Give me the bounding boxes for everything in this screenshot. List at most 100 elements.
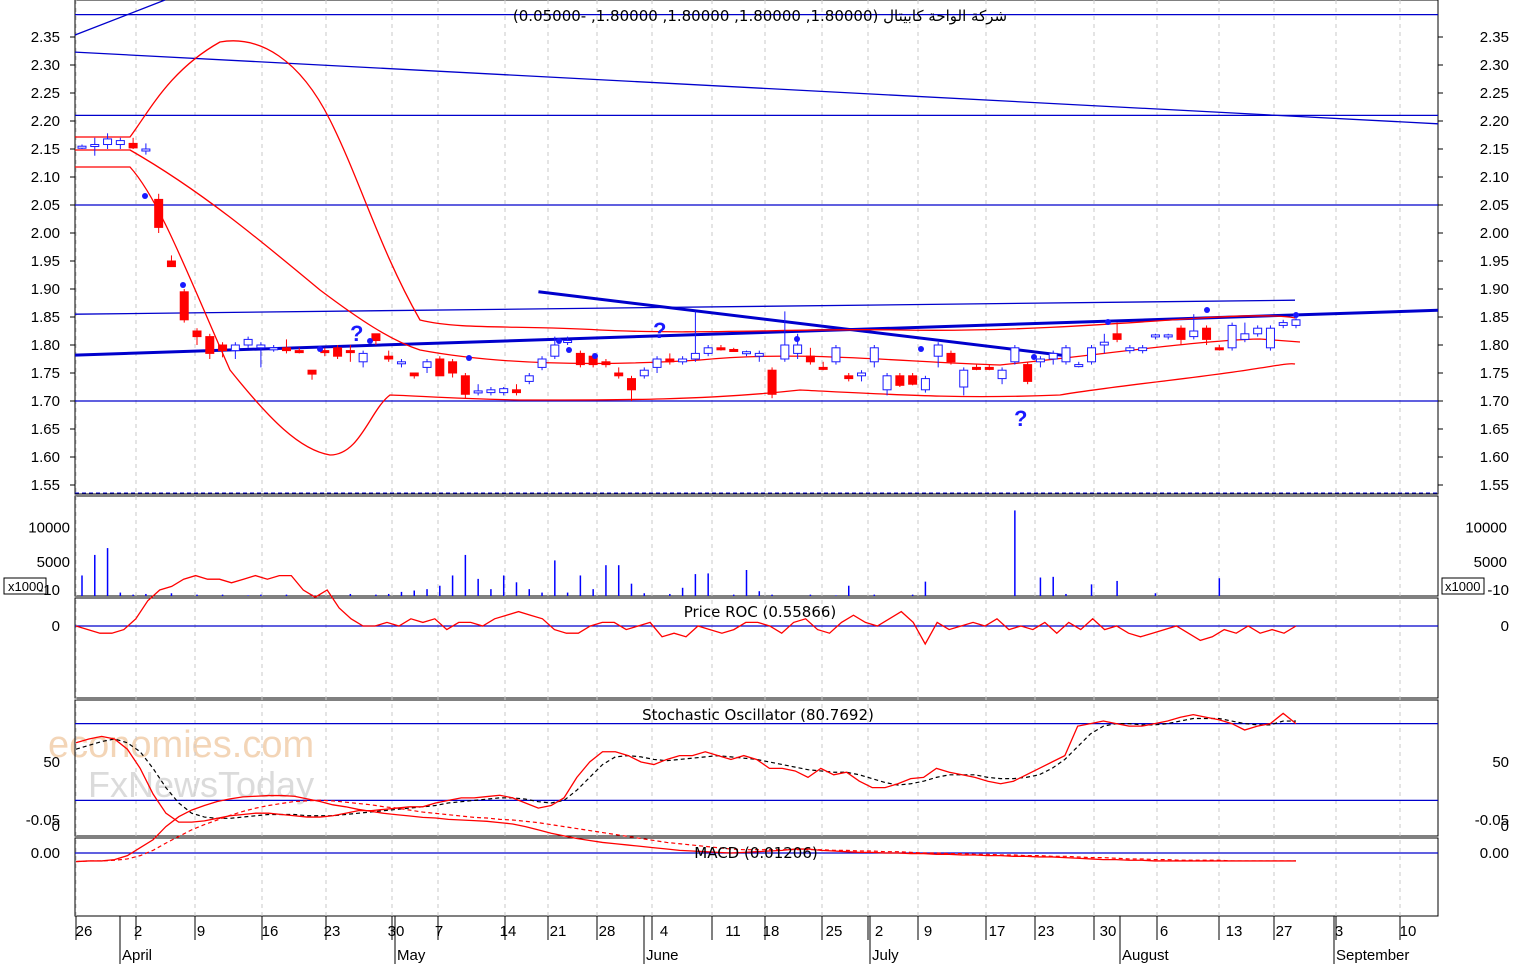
price-tick-right: 1.75 — [1480, 365, 1509, 382]
band-middle — [75, 149, 1301, 366]
candle — [1023, 361, 1033, 385]
candle — [179, 289, 189, 323]
candle — [103, 133, 113, 149]
candle — [665, 353, 675, 365]
candle — [780, 311, 790, 362]
x-day-label: 11 — [725, 923, 741, 940]
price-tick-left: 1.90 — [31, 281, 60, 298]
candle-body — [652, 358, 662, 368]
candle-body — [1099, 341, 1109, 346]
candle — [678, 356, 688, 365]
x-month-label: May — [397, 947, 426, 964]
candle-body — [166, 260, 176, 268]
candle-body — [882, 375, 892, 391]
candle — [115, 137, 125, 149]
candle-body — [1253, 327, 1263, 335]
candle — [396, 359, 406, 368]
candle-body — [230, 344, 240, 352]
candle — [333, 345, 343, 359]
candle — [537, 356, 547, 371]
candle — [269, 345, 279, 352]
price-tick-left: 2.15 — [31, 141, 60, 158]
price-tick-right: 1.60 — [1480, 449, 1509, 466]
candle-body — [128, 142, 138, 149]
candle — [256, 342, 266, 368]
candle-body — [665, 358, 675, 363]
candle-body — [307, 369, 317, 375]
price-tick-right: 1.65 — [1480, 421, 1509, 438]
question-marks: ? ? ? — [350, 318, 1027, 431]
panel-frame-stoch — [74, 699, 1439, 837]
price-tick-right: 2.35 — [1480, 29, 1509, 46]
candle — [141, 143, 151, 155]
panel-frame-roc — [74, 597, 1439, 699]
x-month-label: June — [646, 947, 679, 964]
price-tick-left: 1.55 — [31, 477, 60, 494]
candle-body — [358, 352, 368, 363]
candle — [345, 345, 355, 362]
candle — [1202, 325, 1212, 345]
candle — [1189, 314, 1199, 340]
candle-body — [639, 369, 649, 377]
candle-body — [1227, 324, 1237, 349]
candle — [499, 387, 509, 396]
candle — [882, 373, 892, 396]
candle — [805, 347, 815, 365]
x-day-label: 14 — [500, 923, 517, 940]
x-day-label: 3 — [1335, 923, 1343, 940]
x-month-label: July — [872, 947, 899, 964]
question-mark-3: ? — [1014, 406, 1027, 431]
candle-body — [1023, 364, 1033, 382]
candle — [435, 356, 445, 377]
price-tick-right: 2.30 — [1480, 57, 1509, 74]
candle-body — [678, 358, 688, 363]
candle — [1125, 345, 1135, 354]
x-day-label: 2 — [134, 923, 142, 940]
candle-body — [524, 375, 534, 382]
candle — [742, 350, 752, 357]
volume-unit-box-right — [1441, 577, 1485, 595]
macd-signal-line — [75, 799, 1296, 863]
stochastic-label: Stochastic Oscillator (80.7692) — [642, 706, 874, 724]
panel-frame-vol — [74, 495, 1439, 597]
signal-dot-12 — [1204, 307, 1210, 313]
price-tick-right: 1.55 — [1480, 477, 1509, 494]
signal-dot-8 — [794, 336, 800, 342]
axis-labels: 2.35 2.35 2.30 2.30 2.25 2.25 2.20 2.20 2.15 2.15… — [3, 29, 1509, 964]
x-day-label: 23 — [324, 923, 341, 940]
candle-body — [243, 338, 253, 346]
price-tick-right: 2.25 — [1480, 85, 1509, 102]
candle-body — [1074, 364, 1084, 368]
candle — [601, 359, 611, 368]
roc-label: Price ROC (0.55866) — [684, 603, 837, 621]
roc-line — [75, 574, 1297, 646]
chart-title: شركة الواحة كابيتال (1.80000, 1.80000, 1… — [513, 7, 1007, 25]
price-tick-right: 2.00 — [1480, 225, 1509, 242]
candle-body — [1265, 327, 1275, 349]
x-day-label: 9 — [924, 923, 932, 940]
stochastic-panel — [75, 712, 1438, 823]
macd-tick-left: -0.05 — [26, 812, 60, 829]
candle — [358, 350, 368, 368]
candle-body — [1278, 322, 1288, 326]
candle-body — [77, 145, 87, 149]
stochastic-k-line — [75, 712, 1297, 823]
candle — [690, 311, 700, 362]
candle — [652, 356, 662, 373]
candle-body — [805, 355, 815, 363]
candle-body — [563, 340, 573, 344]
candle — [997, 367, 1007, 385]
candle — [460, 373, 470, 399]
candle — [869, 345, 879, 368]
x-day-label: 10 — [1400, 923, 1417, 940]
candle-body — [729, 348, 739, 352]
candle — [1253, 325, 1263, 337]
candle-body — [141, 148, 151, 152]
price-tick-left: 2.30 — [31, 57, 60, 74]
candle-body — [626, 378, 636, 391]
volume-tick-right: 5000 — [1474, 554, 1507, 571]
candle-body — [115, 140, 125, 146]
candle — [972, 364, 982, 371]
signal-dot-1 — [180, 282, 186, 288]
x-day-label: 13 — [1226, 923, 1243, 940]
